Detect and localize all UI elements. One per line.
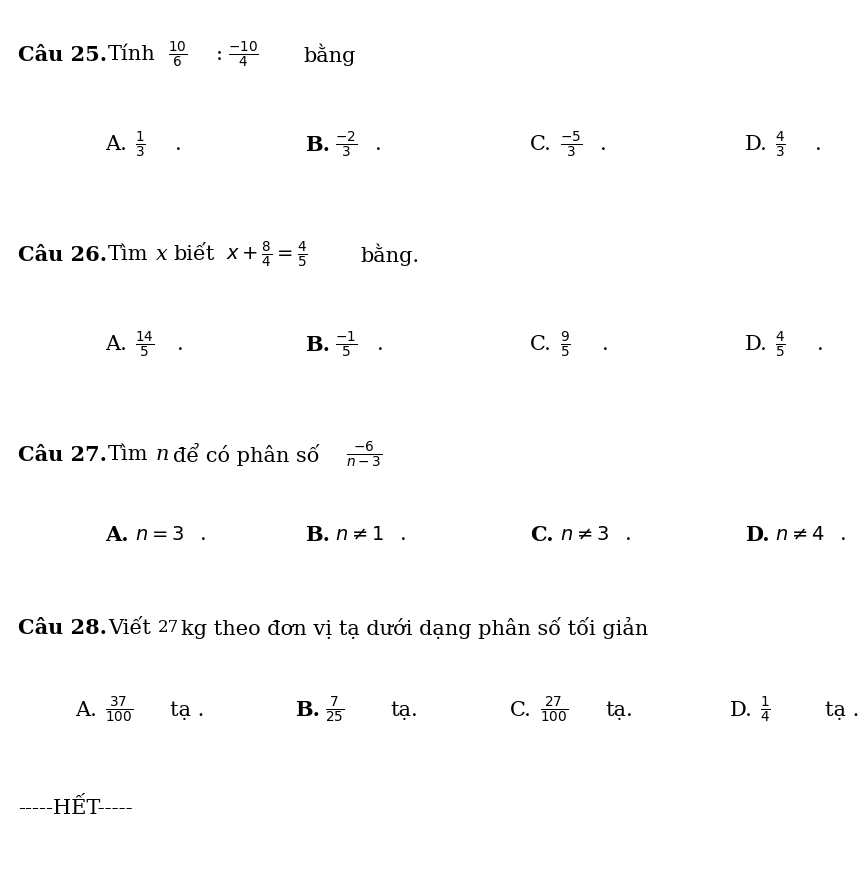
- Text: C.: C.: [530, 135, 552, 154]
- Text: $n\neq 4$: $n\neq 4$: [775, 526, 825, 544]
- Text: .: .: [815, 135, 822, 154]
- Text: .: .: [375, 135, 381, 154]
- Text: $\frac{1}{3}$: $\frac{1}{3}$: [135, 130, 146, 160]
- Text: $\frac{14}{5}$: $\frac{14}{5}$: [135, 330, 154, 360]
- Text: D.: D.: [745, 135, 768, 154]
- Text: $n=3$: $n=3$: [135, 526, 184, 544]
- Text: biết: biết: [173, 246, 214, 264]
- Text: :: :: [216, 45, 223, 65]
- Text: C.: C.: [530, 336, 552, 355]
- Text: 27: 27: [158, 619, 179, 637]
- Text: B.: B.: [305, 335, 330, 355]
- Text: tạ .: tạ .: [825, 700, 859, 719]
- Text: Tìm: Tìm: [108, 446, 148, 465]
- Text: tạ .: tạ .: [170, 700, 205, 719]
- Text: .: .: [840, 526, 847, 544]
- Text: $\frac{4}{3}$: $\frac{4}{3}$: [775, 130, 786, 160]
- Text: Tính: Tính: [108, 45, 156, 65]
- Text: n: n: [156, 446, 170, 465]
- Text: $\frac{-10}{4}$: $\frac{-10}{4}$: [228, 40, 259, 70]
- Text: .: .: [377, 336, 384, 355]
- Text: $\frac{-2}{3}$: $\frac{-2}{3}$: [335, 130, 357, 160]
- Text: .: .: [602, 336, 609, 355]
- Text: $n\neq 1$: $n\neq 1$: [335, 526, 384, 544]
- Text: bằng: bằng: [303, 44, 355, 66]
- Text: để có phân số: để có phân số: [173, 444, 320, 467]
- Text: .: .: [600, 135, 607, 154]
- Text: $\frac{37}{100}$: $\frac{37}{100}$: [105, 695, 133, 725]
- Text: $\frac{-1}{5}$: $\frac{-1}{5}$: [335, 330, 357, 360]
- Text: $n\neq 3$: $n\neq 3$: [560, 526, 610, 544]
- Text: Tìm: Tìm: [108, 246, 148, 264]
- Text: A.: A.: [105, 135, 127, 154]
- Text: $x+\frac{8}{4}=\frac{4}{5}$: $x+\frac{8}{4}=\frac{4}{5}$: [226, 240, 308, 270]
- Text: $\frac{-5}{3}$: $\frac{-5}{3}$: [560, 130, 582, 160]
- Text: B.: B.: [295, 700, 320, 720]
- Text: D.: D.: [745, 525, 770, 545]
- Text: .: .: [817, 336, 824, 355]
- Text: Viết: Viết: [108, 618, 151, 637]
- Text: $\frac{7}{25}$: $\frac{7}{25}$: [325, 695, 344, 725]
- Text: $\frac{-6}{n-3}$: $\frac{-6}{n-3}$: [346, 440, 382, 470]
- Text: A.: A.: [75, 700, 97, 719]
- Text: .: .: [175, 135, 182, 154]
- Text: C.: C.: [510, 700, 531, 719]
- Text: -----HẾT-----: -----HẾT-----: [18, 798, 133, 819]
- Text: $\frac{4}{5}$: $\frac{4}{5}$: [775, 330, 786, 360]
- Text: C.: C.: [530, 525, 554, 545]
- Text: .: .: [400, 526, 407, 544]
- Text: $\frac{9}{5}$: $\frac{9}{5}$: [560, 330, 570, 360]
- Text: Câu 27.: Câu 27.: [18, 445, 107, 465]
- Text: $\frac{27}{100}$: $\frac{27}{100}$: [540, 695, 568, 725]
- Text: tạ.: tạ.: [605, 700, 633, 719]
- Text: B.: B.: [305, 525, 330, 545]
- Text: A.: A.: [105, 336, 127, 355]
- Text: tạ.: tạ.: [390, 700, 418, 719]
- Text: D.: D.: [745, 336, 768, 355]
- Text: B.: B.: [305, 135, 330, 155]
- Text: x: x: [156, 246, 167, 264]
- Text: D.: D.: [730, 700, 753, 719]
- Text: .: .: [200, 526, 206, 544]
- Text: A.: A.: [105, 525, 128, 545]
- Text: kg theo đơn vị tạ dưới dạng phân số tối giản: kg theo đơn vị tạ dưới dạng phân số tối …: [181, 617, 649, 639]
- Text: Câu 26.: Câu 26.: [18, 245, 108, 265]
- Text: $\frac{1}{4}$: $\frac{1}{4}$: [760, 695, 771, 725]
- Text: .: .: [625, 526, 632, 544]
- Text: .: .: [177, 336, 184, 355]
- Text: Câu 25.: Câu 25.: [18, 45, 108, 65]
- Text: Câu 28.: Câu 28.: [18, 618, 107, 638]
- Text: bằng.: bằng.: [360, 244, 419, 266]
- Text: $\frac{10}{6}$: $\frac{10}{6}$: [168, 40, 187, 70]
